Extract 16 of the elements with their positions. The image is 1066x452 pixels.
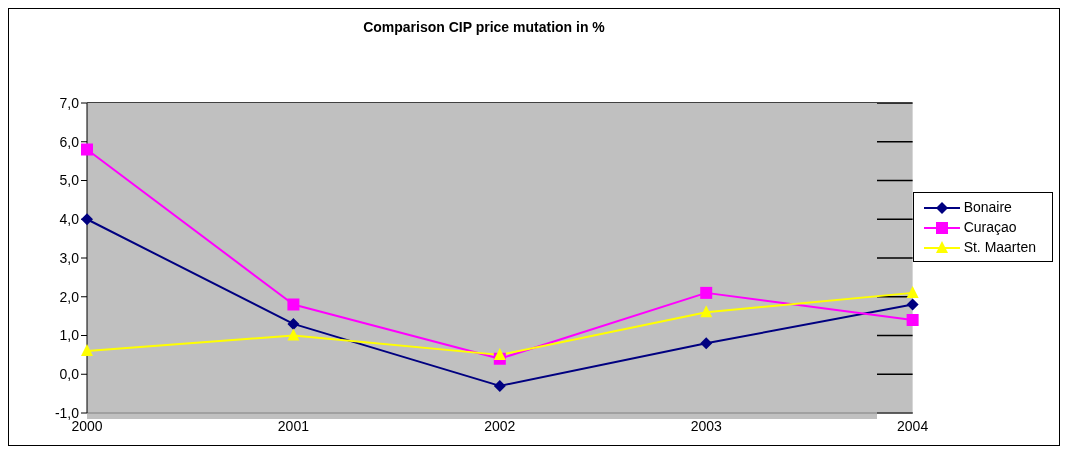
legend-label: St. Maarten xyxy=(962,239,1036,255)
legend-label: Curaçao xyxy=(962,219,1017,235)
y-tick-label: 4,0 xyxy=(59,211,80,228)
y-tick-label: 3,0 xyxy=(59,249,80,266)
y-tick-label: 7,0 xyxy=(59,94,80,111)
x-tick-label: 2002 xyxy=(484,417,516,434)
x-tick-label: 2004 xyxy=(897,417,929,434)
y-tick-label: 2,0 xyxy=(59,288,80,305)
y-tick-label: 6,0 xyxy=(59,133,80,150)
legend-label: Bonaire xyxy=(962,199,1012,215)
y-tick-label: 1,0 xyxy=(59,327,80,344)
x-tick-label: 2003 xyxy=(690,417,722,434)
y-tick-label: 5,0 xyxy=(59,172,80,189)
y-tick-label: 0,0 xyxy=(59,366,80,383)
x-tick-label: 2001 xyxy=(277,417,310,434)
chart-title: Comparison CIP price mutation in % xyxy=(362,19,606,35)
